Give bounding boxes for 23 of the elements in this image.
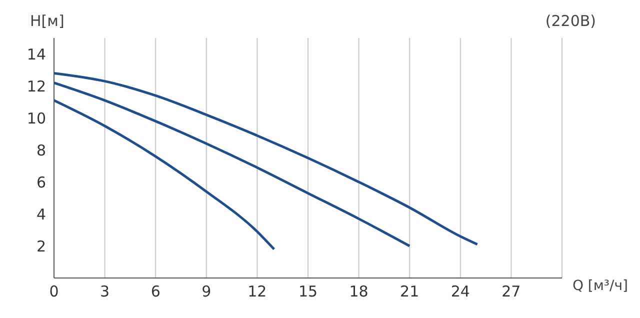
line-series — [54, 72, 479, 246]
x-tick-label: 21 — [400, 282, 420, 301]
x-tick-label: 9 — [202, 282, 212, 301]
chart-title: (220В) — [545, 12, 596, 30]
y-tick-label: 8 — [36, 141, 46, 160]
line-series — [54, 99, 276, 250]
y-tick-label: 4 — [36, 205, 46, 224]
x-tick-label: 27 — [502, 282, 521, 301]
x-tick-label: 15 — [298, 282, 318, 301]
x-tick-label: 12 — [248, 282, 267, 301]
x-tick-label: 24 — [450, 282, 470, 301]
y-tick-label: 10 — [26, 109, 46, 128]
x-tick-label: 6 — [150, 282, 160, 301]
y-tick-label: 2 — [36, 237, 46, 256]
y-tick-label: 6 — [36, 173, 46, 192]
x-tick-label: 3 — [100, 282, 110, 301]
x-axis-title: Q [м³/ч] — [572, 278, 628, 294]
x-tick-label: 0 — [49, 282, 59, 301]
x-tick-label: 18 — [349, 282, 368, 301]
y-tick-label: 12 — [26, 77, 46, 96]
y-axis-title: H[м] — [30, 12, 64, 30]
line-series — [54, 82, 411, 248]
y-tick-label: 14 — [26, 45, 46, 64]
